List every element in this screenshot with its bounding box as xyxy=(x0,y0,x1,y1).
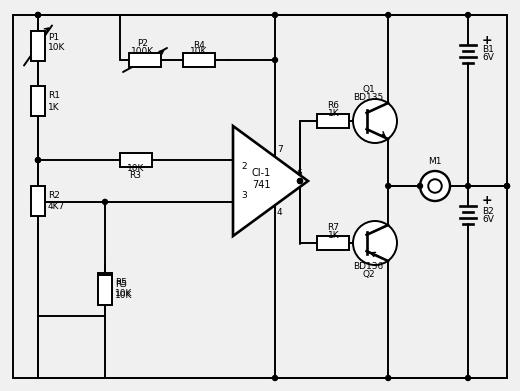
Text: 7: 7 xyxy=(277,145,283,154)
Text: R4: R4 xyxy=(193,41,205,50)
Bar xyxy=(317,114,349,128)
Text: 10K: 10K xyxy=(115,291,133,300)
Circle shape xyxy=(386,13,391,18)
Circle shape xyxy=(35,13,41,18)
Text: R5: R5 xyxy=(115,278,127,287)
Circle shape xyxy=(386,183,391,188)
Text: +: + xyxy=(482,34,492,47)
Circle shape xyxy=(102,199,108,204)
Polygon shape xyxy=(233,126,308,236)
Text: M1: M1 xyxy=(428,157,442,166)
Text: R7: R7 xyxy=(327,224,340,233)
Text: 1K: 1K xyxy=(328,231,339,240)
Circle shape xyxy=(465,375,471,380)
Bar xyxy=(317,236,349,250)
Bar xyxy=(31,186,45,215)
Circle shape xyxy=(272,57,278,63)
Bar xyxy=(98,273,112,303)
Text: +: + xyxy=(482,194,492,208)
Circle shape xyxy=(35,158,41,163)
Circle shape xyxy=(297,179,303,183)
Text: R3: R3 xyxy=(129,170,141,179)
Text: CI-1: CI-1 xyxy=(251,168,270,178)
Text: 100K: 100K xyxy=(132,47,154,56)
Circle shape xyxy=(504,183,510,188)
Circle shape xyxy=(386,375,391,380)
Circle shape xyxy=(418,183,422,188)
Text: 3: 3 xyxy=(241,191,247,200)
Circle shape xyxy=(297,179,303,183)
Bar xyxy=(31,86,45,116)
Circle shape xyxy=(353,99,397,143)
Text: B1: B1 xyxy=(482,45,494,54)
Circle shape xyxy=(35,13,41,18)
Text: 6V: 6V xyxy=(482,54,494,63)
Text: 1K: 1K xyxy=(328,108,339,118)
Text: 4: 4 xyxy=(277,208,283,217)
Text: R5: R5 xyxy=(115,280,127,289)
Circle shape xyxy=(35,158,41,163)
Text: R1: R1 xyxy=(48,91,60,100)
Bar xyxy=(183,53,215,67)
Circle shape xyxy=(272,13,278,18)
Circle shape xyxy=(504,183,510,188)
Text: P1: P1 xyxy=(48,33,59,42)
Circle shape xyxy=(420,171,450,201)
Text: 1K: 1K xyxy=(48,102,60,111)
Circle shape xyxy=(428,179,442,193)
Text: 6: 6 xyxy=(296,169,302,178)
Text: R2: R2 xyxy=(48,191,60,200)
Text: B2: B2 xyxy=(482,206,494,215)
Text: BD135: BD135 xyxy=(353,93,384,102)
Circle shape xyxy=(272,375,278,380)
Text: 10K: 10K xyxy=(48,43,66,52)
Bar xyxy=(98,275,112,305)
Circle shape xyxy=(465,183,471,188)
Text: 10K: 10K xyxy=(127,163,144,172)
Text: P2: P2 xyxy=(137,39,149,48)
Text: 10K: 10K xyxy=(190,47,207,57)
Circle shape xyxy=(353,221,397,265)
Text: R6: R6 xyxy=(327,102,340,111)
Bar xyxy=(31,30,45,61)
Circle shape xyxy=(465,13,471,18)
Text: 741: 741 xyxy=(252,180,270,190)
Bar xyxy=(120,153,151,167)
Bar xyxy=(129,53,161,67)
Text: Q2: Q2 xyxy=(362,270,375,279)
Text: 10K: 10K xyxy=(115,289,133,298)
Text: 2: 2 xyxy=(241,162,246,171)
Text: BD136: BD136 xyxy=(353,262,384,271)
Text: 4K7: 4K7 xyxy=(48,202,65,211)
Text: Q1: Q1 xyxy=(362,85,375,94)
Text: 6V: 6V xyxy=(482,215,494,224)
